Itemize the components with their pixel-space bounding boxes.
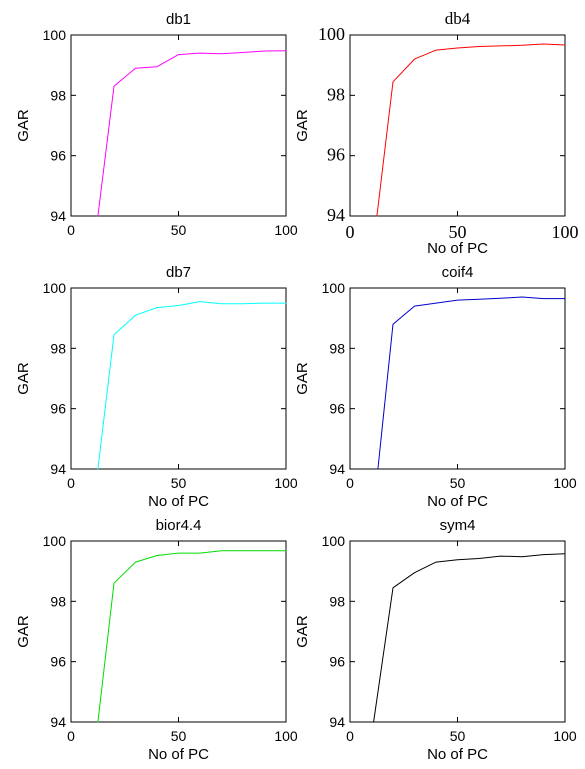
series-line [377,296,566,470]
subplot-bior4-4: bior4.4 94 96 98 100 0 50 100 No of PC GAR [15,517,298,763]
y-tick-label: 96 [329,401,345,417]
y-tick-label: 100 [322,280,346,296]
x-axis-label: No of PC [427,746,488,763]
x-axis-label: No of PC [148,746,209,763]
series-line [376,43,566,217]
x-tick-label: 0 [346,728,354,744]
y-tick-label: 94 [50,208,66,224]
y-axis-label: GAR [294,109,311,142]
chart-title: db4 [445,9,471,28]
y-tick-label: 96 [327,145,345,165]
plot-area [349,34,566,217]
x-tick-label: 100 [274,728,298,744]
x-tick-label: 50 [450,475,466,491]
x-tick-label: 0 [346,475,354,491]
chart-title: bior4.4 [156,517,202,534]
x-tick-label: 0 [67,475,75,491]
y-tick-label: 94 [50,714,66,730]
x-tick-label: 100 [553,475,577,491]
y-tick-label: 100 [322,533,346,549]
series-line [97,550,287,723]
subplot-db1: db1 94 96 98 100 0 50 100 GAR [15,11,298,238]
x-axis-label: No of PC [148,493,209,510]
y-tick-label: 98 [50,340,66,356]
x-tick-label: 50 [449,222,467,242]
y-tick-label: 94 [327,205,345,225]
y-tick-label: 98 [329,593,345,609]
series-line [373,553,566,723]
subplot-db4: db4 94 96 98 100 0 50 100 No of PC GAR [294,9,579,257]
plot-area [349,287,566,470]
y-axis-label: GAR [15,615,32,648]
subplot-coif4: coif4 94 96 98 100 0 50 100 No of PC GAR [294,264,577,510]
x-axis-label: No of PC [427,493,488,510]
y-tick-label: 96 [329,654,345,670]
y-tick-label: 100 [43,533,67,549]
series-line [97,301,287,470]
y-tick-label: 98 [50,87,66,103]
plot-area [70,287,287,470]
x-tick-label: 100 [553,728,577,744]
y-tick-label: 100 [318,24,345,44]
y-tick-label: 94 [50,461,66,477]
plot-area [349,540,566,723]
chart-title: db7 [166,264,191,281]
y-axis-label: GAR [294,615,311,648]
subplot-db7: db7 94 96 98 100 0 50 100 No of PC GAR [15,264,298,510]
x-tick-label: 50 [450,728,466,744]
y-axis-label: GAR [294,362,311,395]
x-tick-label: 0 [67,222,75,238]
x-tick-label: 50 [171,475,187,491]
x-axis-label: No of PC [427,240,488,257]
plot-area [70,34,287,217]
y-tick-label: 96 [50,654,66,670]
plot-area [70,540,287,723]
x-tick-label: 100 [274,475,298,491]
subplot-sym4: sym4 94 96 98 100 0 50 100 No of PC GAR [294,517,577,763]
chart-title: db1 [166,11,191,28]
y-tick-label: 98 [50,593,66,609]
y-tick-label: 96 [50,401,66,417]
x-tick-label: 0 [346,222,355,242]
chart-title: coif4 [442,264,474,281]
y-tick-label: 98 [327,84,345,104]
x-tick-label: 0 [67,728,75,744]
x-tick-label: 50 [171,728,187,744]
y-tick-label: 94 [329,714,345,730]
y-tick-label: 98 [329,340,345,356]
x-tick-label: 100 [552,222,579,242]
x-tick-label: 50 [171,222,187,238]
series-line [97,50,287,217]
y-tick-label: 100 [43,27,67,43]
y-tick-label: 100 [43,280,67,296]
x-tick-label: 100 [274,222,298,238]
y-tick-label: 94 [329,461,345,477]
y-axis-label: GAR [15,109,32,142]
y-axis-label: GAR [15,362,32,395]
y-tick-label: 96 [50,148,66,164]
chart-title: sym4 [440,517,476,534]
